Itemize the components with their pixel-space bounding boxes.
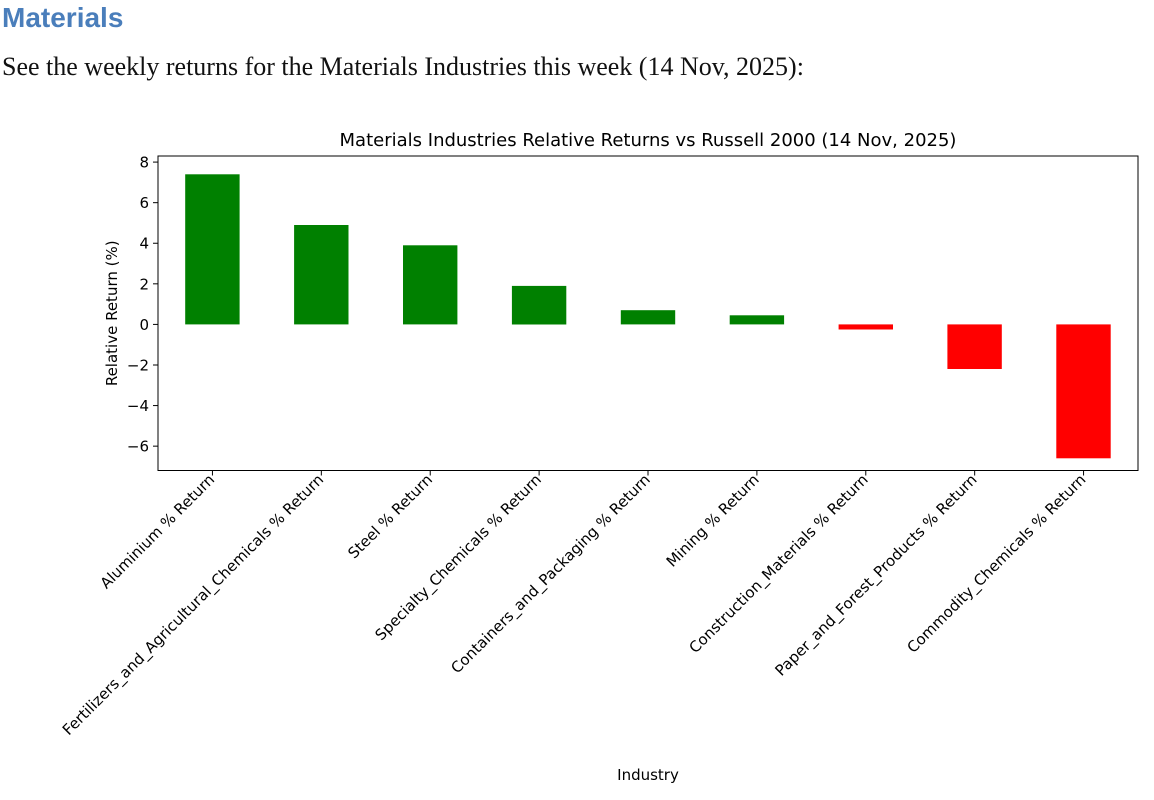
x-tick-label: Steel % Return (344, 471, 436, 563)
bar (294, 225, 349, 325)
bar (403, 245, 458, 325)
y-tick-label: −6 (127, 438, 149, 456)
materials-returns-bar-chart: 8 6 4 2 0 −2 −4 −6 Aluminium % Return Fertilizers… (0, 120, 1154, 800)
x-tick-label: Construction_Materials % Return (685, 471, 872, 658)
y-tick-label: 6 (139, 194, 149, 212)
bar (1056, 324, 1111, 459)
bar (511, 285, 567, 325)
bar (838, 324, 893, 330)
bar (947, 324, 1002, 369)
y-tick-label: −4 (127, 397, 149, 415)
y-tick-label: 2 (139, 275, 149, 293)
x-tick-label: Mining % Return (663, 471, 763, 571)
x-axis-label: Industry (617, 766, 679, 784)
x-tick-label: Containers_and_Packaging % Return (447, 471, 654, 678)
y-tick-label: 8 (139, 154, 149, 172)
chart-title: Materials Industries Relative Returns vs… (340, 130, 957, 151)
bar (185, 174, 240, 325)
x-tick-label: Aluminium % Return (97, 471, 219, 593)
y-axis-label: Relative Return (%) (103, 240, 121, 386)
x-tick-label: Fertilizers_and_Agricultural_Chemicals %… (59, 471, 328, 740)
y-tick-label: −2 (127, 356, 149, 374)
x-tick-label: Commodity_Chemicals % Return (903, 471, 1090, 658)
chart-canvas: 8 6 4 2 0 −2 −4 −6 Aluminium % ReturnFertilizers… (59, 130, 1139, 784)
bar (620, 310, 676, 325)
bar (729, 315, 785, 325)
y-tick-label: 4 (139, 235, 149, 253)
page-title: Materials (2, 2, 124, 33)
x-tick-label: Paper_and_Forest_Products % Return (772, 471, 982, 681)
y-tick-label: 0 (139, 316, 149, 334)
intro-text: See the weekly returns for the Materials… (2, 52, 804, 81)
